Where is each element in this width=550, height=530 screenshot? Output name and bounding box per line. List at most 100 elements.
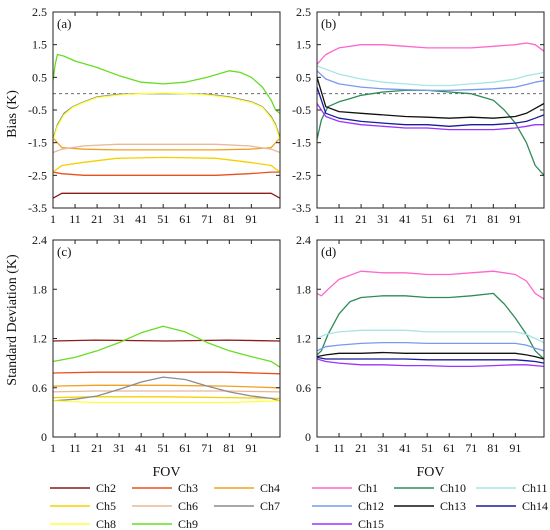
x-tick-label: 51 [421, 441, 433, 455]
legend-label-ch9: Ch9 [178, 517, 198, 530]
x-tick-label: 91 [245, 212, 257, 226]
x-tick-label: 31 [377, 441, 389, 455]
legend-label-ch7: Ch7 [260, 499, 280, 513]
series-line-ch5 [52, 156, 281, 173]
y-tick-label: -1.5 [292, 136, 311, 150]
y-tick-label: 0 [305, 430, 311, 444]
x-tick-label: 51 [157, 212, 169, 226]
y-tick-label: 1.5 [296, 38, 311, 52]
panel-label: (a) [57, 16, 71, 31]
legend-label-ch6: Ch6 [178, 499, 198, 513]
series-line-ch9 [52, 325, 281, 368]
series-line-ch11 [316, 329, 545, 344]
x-axis-title: FOV [416, 465, 444, 480]
series-line-ch2 [52, 339, 281, 342]
series-line-ch14 [316, 356, 545, 364]
x-tick-label: 21 [91, 441, 103, 455]
series-line-ch14 [316, 86, 545, 127]
series-line-ch13 [316, 77, 545, 119]
x-tick-label: 1 [50, 212, 56, 226]
x-tick-label: 51 [421, 212, 433, 226]
x-tick-label: 61 [179, 212, 191, 226]
x-tick-label: 11 [333, 212, 345, 226]
panel-2: 1 11 21 31 41 51 61 71 81 91-3.5-2.5-1.5-0.50.51.… [292, 5, 545, 226]
x-tick-label: 31 [113, 441, 125, 455]
legend-label-ch5: Ch5 [96, 499, 116, 513]
x-tick-label: 41 [135, 441, 147, 455]
legend-label-ch4: Ch4 [260, 481, 280, 495]
x-tick-label: 11 [69, 441, 81, 455]
series-line-ch3 [52, 171, 280, 176]
x-tick-label: 21 [91, 212, 103, 226]
x-tick-label: 91 [245, 441, 257, 455]
x-tick-label: 81 [223, 441, 235, 455]
x-tick-label: 61 [443, 212, 455, 226]
legend-left: Ch2 Ch3 Ch4 Ch5 Ch6 Ch7 Ch8 Ch9 [50, 481, 280, 530]
x-axis-title: FOV [152, 465, 180, 480]
legend-label-ch13: Ch13 [440, 499, 466, 513]
series-line-ch9 [52, 53, 281, 114]
series-line-ch15 [316, 358, 545, 368]
x-tick-label: 91 [509, 441, 521, 455]
y-tick-label: 2.5 [32, 5, 47, 19]
x-tick-label: 61 [443, 441, 455, 455]
series-line-ch7 [52, 93, 281, 140]
y-tick-label: -2.5 [292, 168, 311, 182]
y-tick-label: 0.5 [32, 70, 47, 84]
y-tick-label: 1.2 [296, 332, 311, 346]
x-tick-label: 71 [465, 212, 477, 226]
x-tick-label: 81 [487, 212, 499, 226]
y-tick-label: 0 [41, 430, 47, 444]
x-tick-label: 81 [487, 441, 499, 455]
panel-label: (d) [321, 244, 336, 259]
y-tick-label: -0.5 [28, 103, 47, 117]
x-tick-label: 11 [69, 212, 81, 226]
x-tick-label: 31 [113, 212, 125, 226]
y-tick-label: 2.4 [32, 233, 47, 247]
series-line-ch5 [52, 396, 281, 400]
series-line-ch15 [316, 103, 544, 131]
legend-label-ch10: Ch10 [440, 481, 466, 495]
x-tick-label: 11 [333, 441, 345, 455]
plot-frame [316, 239, 545, 438]
y-tick-label: 0.5 [296, 70, 311, 84]
legend-right: Ch1 Ch10 Ch11 Ch12 Ch13 Ch14 Ch15 [312, 481, 548, 530]
series-line-ch10 [316, 89, 545, 176]
y-tick-label: 0.6 [296, 381, 311, 395]
series-line-ch6 [52, 390, 281, 393]
x-tick-label: 71 [201, 212, 213, 226]
y-tick-label: 0.6 [32, 381, 47, 395]
panel-1: 1 11 21 31 41 51 61 71 81 91-3.5-2.5-1.5-0.50.51.… [28, 5, 281, 226]
y-axis-label-std: Standard Deviation (K) [5, 254, 20, 386]
legend-label-ch14: Ch14 [522, 499, 548, 513]
plot-frame [316, 11, 545, 209]
legend-label-ch15: Ch15 [358, 517, 384, 530]
series-line-ch1 [316, 42, 545, 65]
series-line-ch8 [52, 92, 281, 142]
y-tick-label: 1.2 [32, 332, 47, 346]
panel-label: (b) [321, 16, 336, 31]
y-tick-label: 2.5 [296, 5, 311, 19]
legend-label-ch12: Ch12 [358, 499, 384, 513]
legend-label-ch8: Ch8 [96, 517, 116, 530]
x-tick-label: 21 [355, 441, 367, 455]
series-line-ch8 [52, 400, 281, 404]
panels-layer: 1 11 21 31 41 51 61 71 81 91-3.5-2.5-1.5-0.50.51.… [28, 5, 545, 480]
plot-frame [52, 239, 281, 438]
y-tick-label: 2.4 [296, 233, 311, 247]
x-tick-label: 21 [355, 212, 367, 226]
series-line-ch2 [52, 192, 281, 199]
y-tick-label: 1.8 [32, 282, 47, 296]
y-tick-label: -0.5 [292, 103, 311, 117]
x-tick-label: 91 [509, 212, 521, 226]
y-tick-label: 1.8 [296, 282, 311, 296]
y-tick-label: -3.5 [28, 201, 47, 215]
x-tick-label: 41 [399, 212, 411, 226]
x-tick-label: 61 [179, 441, 191, 455]
y-axis-label-bias: Bias (K) [5, 90, 20, 138]
x-tick-label: 81 [223, 212, 235, 226]
series-line-ch11 [316, 65, 545, 87]
